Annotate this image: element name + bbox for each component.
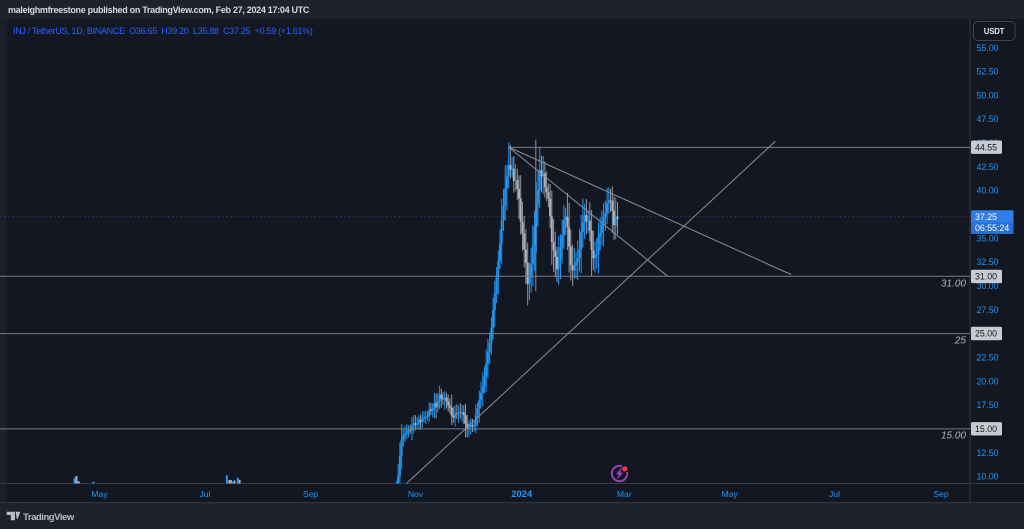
- svg-text:May: May: [91, 489, 108, 499]
- svg-text:Jul: Jul: [200, 489, 211, 499]
- svg-text:52.50: 52.50: [977, 67, 999, 77]
- svg-text:27.50: 27.50: [977, 305, 999, 315]
- svg-text:40.00: 40.00: [977, 186, 999, 196]
- svg-text:May: May: [722, 489, 739, 499]
- svg-text:15.00: 15.00: [975, 424, 997, 434]
- svg-text:Nov: Nov: [408, 489, 424, 499]
- svg-text:TradingView: TradingView: [23, 512, 75, 523]
- svg-text:31.00: 31.00: [975, 272, 997, 282]
- svg-text:06:55:24: 06:55:24: [975, 223, 1009, 233]
- svg-text:20.00: 20.00: [977, 376, 999, 386]
- svg-text:USDT: USDT: [984, 27, 1005, 36]
- svg-text:Mar: Mar: [617, 489, 632, 499]
- svg-text:32.50: 32.50: [977, 257, 999, 267]
- svg-text:2024: 2024: [511, 488, 533, 499]
- svg-text:55.00: 55.00: [977, 43, 999, 53]
- svg-text:Sep: Sep: [303, 489, 319, 499]
- svg-text:10.00: 10.00: [977, 472, 999, 482]
- svg-text:31.00: 31.00: [941, 279, 966, 290]
- svg-text:17.50: 17.50: [977, 400, 999, 410]
- svg-text:50.00: 50.00: [977, 90, 999, 100]
- svg-text:44.55: 44.55: [975, 142, 997, 152]
- svg-text:25.00: 25.00: [975, 329, 997, 339]
- svg-text:maleighmfreestone published on: maleighmfreestone published on TradingVi…: [8, 5, 310, 15]
- svg-text:25: 25: [954, 336, 967, 347]
- svg-text:Sep: Sep: [933, 489, 949, 499]
- svg-text:42.50: 42.50: [977, 162, 999, 172]
- svg-text:15.00: 15.00: [941, 431, 966, 442]
- svg-text:47.50: 47.50: [977, 114, 999, 124]
- svg-text:35.00: 35.00: [977, 233, 999, 243]
- svg-text:INJ / TetherUS, 1D, BINANCE O: INJ / TetherUS, 1D, BINANCE O36.65 H39.2…: [13, 26, 313, 36]
- svg-text:22.50: 22.50: [977, 353, 999, 363]
- svg-text:Jul: Jul: [829, 489, 840, 499]
- svg-text:12.50: 12.50: [977, 448, 999, 458]
- svg-text:37.25: 37.25: [975, 212, 997, 222]
- svg-text:30.00: 30.00: [977, 281, 999, 291]
